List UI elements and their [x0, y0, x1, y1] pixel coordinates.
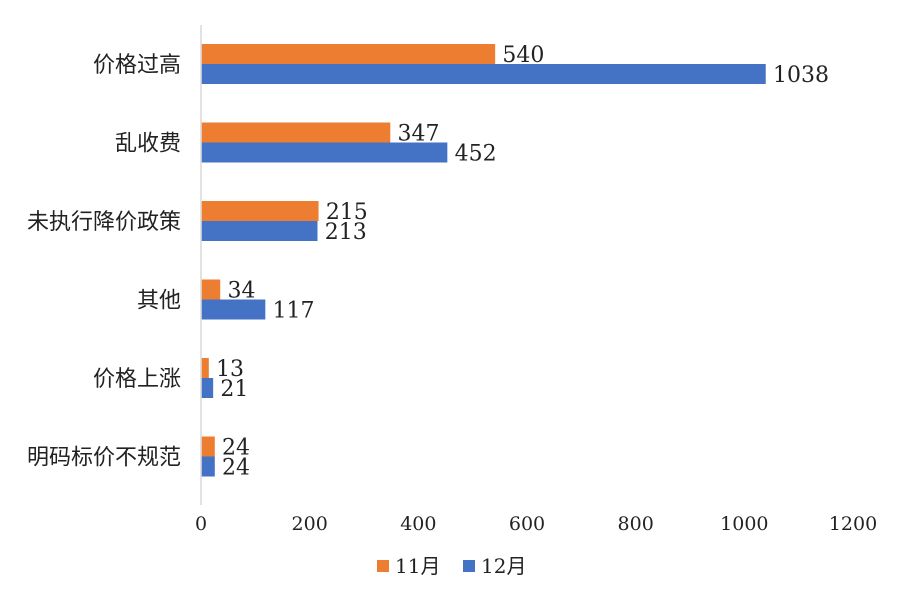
- x-tick-label: 0: [195, 513, 207, 535]
- data-label: 347: [398, 122, 440, 147]
- category-label: 明码标价不规范: [27, 446, 181, 471]
- data-label: 1038: [773, 63, 829, 88]
- category-label: 价格上涨: [93, 367, 181, 392]
- data-label: 24: [222, 436, 250, 461]
- x-tick-label: 400: [400, 513, 436, 535]
- x-tick-label: 1000: [720, 513, 768, 535]
- category-label: 未执行降价政策: [27, 210, 181, 235]
- bar-dec: [201, 299, 266, 320]
- bar-nov: [201, 122, 391, 143]
- legend-swatch-nov: [377, 560, 389, 572]
- bar-dec: [201, 221, 318, 241]
- bar-dec: [201, 142, 448, 163]
- data-label: 34: [227, 279, 255, 304]
- data-label: 215: [326, 200, 368, 225]
- category-label: 其他: [137, 289, 181, 314]
- data-label: 21: [220, 377, 248, 402]
- x-tick-label: 200: [292, 513, 328, 535]
- legend-label: 12月: [481, 554, 526, 578]
- x-tick-label: 1200: [829, 513, 877, 535]
- bar-nov: [201, 44, 496, 64]
- bar-dec: [201, 378, 214, 398]
- category-label: 价格过高: [93, 53, 181, 78]
- bar-nov: [201, 358, 209, 378]
- data-label: 452: [455, 142, 497, 167]
- data-label: 117: [273, 299, 315, 324]
- legend-swatch-dec: [463, 560, 475, 572]
- x-tick-label: 600: [509, 513, 545, 535]
- data-label: 24: [222, 456, 250, 481]
- data-label: 213: [325, 220, 367, 245]
- x-tick-label: 800: [618, 513, 654, 535]
- bar-dec: [201, 64, 766, 84]
- bar-nov: [201, 436, 215, 457]
- category-label: 乱收费: [115, 132, 181, 157]
- data-label: 13: [216, 357, 244, 382]
- bar-dec: [201, 456, 215, 477]
- bar-nov: [201, 201, 319, 221]
- bar-nov: [201, 279, 221, 300]
- data-label: 540: [502, 43, 544, 68]
- legend-label: 11月: [395, 554, 440, 578]
